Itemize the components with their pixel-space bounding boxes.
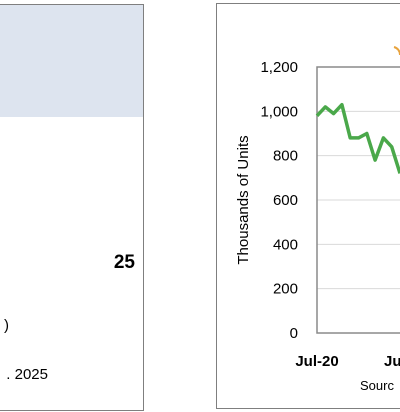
- y-axis-label: Thousands of Units: [235, 135, 252, 264]
- y-axis-tick-labels: 0 200 400 600 800 1,000 1,200: [260, 59, 298, 342]
- y-tick-label: 800: [273, 148, 298, 165]
- chart-panel: [216, 3, 400, 409]
- left-panel-year-text: 25: [113, 252, 135, 273]
- orange-badge-icon: [393, 46, 400, 56]
- left-panel-banner: [0, 5, 143, 117]
- y-tick-label: 400: [273, 236, 298, 253]
- series-line: [315, 102, 400, 174]
- y-tick-label: 1,200: [260, 59, 298, 76]
- y-tick-label: 200: [273, 281, 298, 298]
- source-note: Sourc: [360, 378, 394, 393]
- y-tick-label: 600: [273, 192, 298, 209]
- left-panel-date-text: . 2025: [6, 366, 48, 383]
- y-tick-label: 1,000: [260, 103, 298, 120]
- x-tick-label: Jul-20: [295, 353, 338, 370]
- plot-area-border: [316, 66, 400, 334]
- left-panel: 25 ) . 2025: [0, 4, 144, 411]
- x-tick-label: Ju: [384, 353, 400, 370]
- chart-series: [315, 102, 400, 174]
- y-tick-label: 0: [290, 325, 298, 342]
- x-axis-tick-labels: Jul-20 Ju: [295, 353, 400, 370]
- left-panel-paren-text: ): [4, 317, 9, 334]
